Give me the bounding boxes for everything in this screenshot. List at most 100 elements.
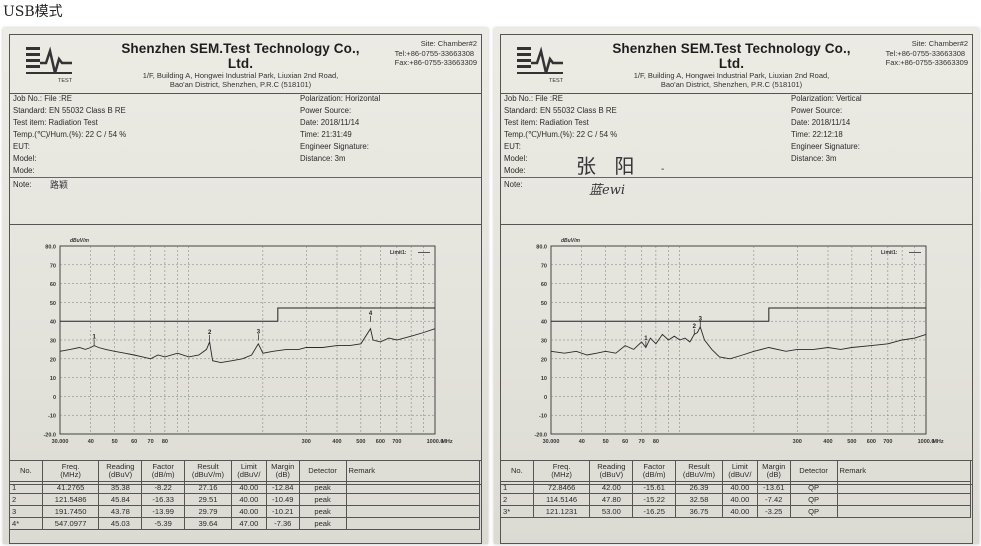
emission-trace [550,325,927,360]
model-label: Model: [13,154,37,163]
legend-label: Limit1: [881,250,898,256]
polarization: Polarization: Vertical [791,94,862,103]
job-number: Job No.: File :RE [13,94,72,103]
test-info-panel: Job No.: File :RE Standard: EN 55032 Cla… [9,92,482,225]
peak-marker-label: 3 [257,329,261,335]
table-cell: -10.49 [265,493,300,506]
x-tick-label: 400 [823,439,832,445]
table-cell: 1 [500,481,534,494]
table-cell: 2 [9,493,43,506]
model-label: Model: [504,154,528,163]
test-time: Time: 22:12:18 [791,130,843,139]
x-tick-label: 1000.0 [918,439,935,445]
report-header: TEST Shenzhen SEM.Test Technology Co., L… [9,34,482,94]
table-header-cell: Margin (dB) [265,460,300,482]
table-cell: 43.78 [98,505,143,518]
table-cell: -7.42 [756,493,791,506]
x-tick-label: 400 [332,439,341,445]
table-row: 1 72.8466 42.00 -15.61 26.39 40.00 -13.61 QP [500,481,971,494]
peak-marker-label: 2 [208,330,212,336]
table-header-cell: Factor (dB/m) [141,460,186,482]
table-row: 3 191.7450 43.78 -13.99 29.79 40.00 -10.21 peak [9,505,480,518]
mode-label: Mode: [504,166,526,175]
table-cell: 29.51 [184,493,232,506]
y-tick-label: 50 [541,301,547,307]
y-tick-label: 30 [50,339,56,345]
table-row: 1 41.2765 35.38 -8.22 27.16 40.00 -12.84 peak [9,481,480,494]
table-header-cell: Remark [345,460,480,482]
table-cell: 41.2765 [41,481,100,494]
x-tick-label: 70 [639,439,645,445]
table-cell: -13.99 [141,505,186,518]
y-tick-label: -20.0 [534,433,547,439]
report-sheet-horizontal: TEST Shenzhen SEM.Test Technology Co., L… [3,28,488,544]
company-logo: TEST [22,41,80,85]
results-table: No. Freq. (MHz) Reading (dBuV) Factor (dB/m) Re… [9,460,480,530]
x-tick-label: 300 [793,439,802,445]
table-cell: 121.5486 [41,493,100,506]
table-cell: QP [789,481,838,494]
y-tick-label: 40 [50,320,56,326]
x-tick-label: 30.000 [52,439,69,445]
table-cell: 121.1231 [532,505,591,518]
table-header-cell: Result (dBuV/m) [184,460,232,482]
svg-text:TEST: TEST [58,78,73,84]
x-tick-label: 50 [112,439,118,445]
table-row: 2 121.5486 45.84 -16.33 29.51 40.00 -10.49 peak [9,493,480,506]
y-tick-label: 10 [541,376,547,382]
y-axis-unit-label: dBuV/m [561,238,580,244]
y-tick-label: 30 [541,339,547,345]
table-cell [345,517,480,530]
y-axis-unit-label: dBuV/m [70,238,89,244]
x-tick-label: 70 [148,439,154,445]
table-header-cell: No. [9,460,43,482]
company-name: Shenzhen SEM.Test Technology Co., Ltd. [121,41,360,71]
table-header-cell: Detector [298,460,347,482]
table-cell: 27.16 [184,481,232,494]
fax: Fax:+86-0755-33663309 [885,58,968,67]
site-label: Site: Chamber#2 [420,39,477,48]
emission-trace [59,327,436,364]
y-tick-label: 40 [541,320,547,326]
x-tick-label: 30.000 [543,439,560,445]
test-distance: Distance: 3m [300,154,346,163]
table-cell: 40.00 [230,493,267,506]
table-cell: 29.79 [184,505,232,518]
table-header-cell: No. [500,460,534,482]
standard: Standard: EN 55032 Class B RE [13,106,126,115]
table-cell: -15.61 [632,481,677,494]
note-handwriting: 路颖 [50,181,69,191]
mode-label: Mode: [13,166,35,175]
y-tick-label: 60 [50,282,56,288]
table-cell: 547.0977 [41,517,100,530]
x-tick-label: 40 [579,439,585,445]
table-cell: 42.00 [589,481,634,494]
x-tick-label: 40 [88,439,94,445]
eut-label: EUT: [504,142,521,151]
table-cell: 72.8466 [532,481,591,494]
company-address-line-1: 1/F, Building A, Hongwei Industrial Park… [633,71,830,80]
engineer-signature: Engineer Signature: [791,142,860,151]
peak-marker-label: 1 [92,334,96,340]
peak-marker-label: 3 [699,316,703,322]
handwritten-signature: 张 阳 [576,154,641,178]
table-cell: -15.22 [632,493,677,506]
telephone: Tel:+86-0755-33663308 [394,48,475,58]
emission-chart-box: 80.0 70 60 50 40 30 20 10 0 -10 -20.0 30.000 40 50 60 7… [500,224,973,485]
table-cell: peak [298,481,347,494]
table-header-cell: Freq. (MHz) [41,460,100,482]
y-tick-label: 20 [541,357,547,363]
temperature-humidity: Temp.(℃)/Hum.(%): 22 C / 54 % [13,130,127,139]
x-tick-label: 600 [376,439,385,445]
table-cell: peak [298,505,347,518]
table-cell: 1 [9,481,43,494]
table-cell: 114.5146 [532,493,591,506]
x-tick-label: 80 [162,439,168,445]
results-table-box: No. Freq. (MHz) Reading (dBuV) Factor (dB/m) Re… [9,460,482,544]
note-label: Note: [13,180,32,189]
test-distance: Distance: 3m [791,154,837,163]
emission-chart-box: 80.0 70 60 50 40 30 20 10 0 -10 -20.0 30.000 40 50 60 7… [9,224,482,485]
x-tick-label: 300 [302,439,311,445]
table-cell: -8.22 [141,481,186,494]
table-header-cell: Factor (dB/m) [632,460,677,482]
